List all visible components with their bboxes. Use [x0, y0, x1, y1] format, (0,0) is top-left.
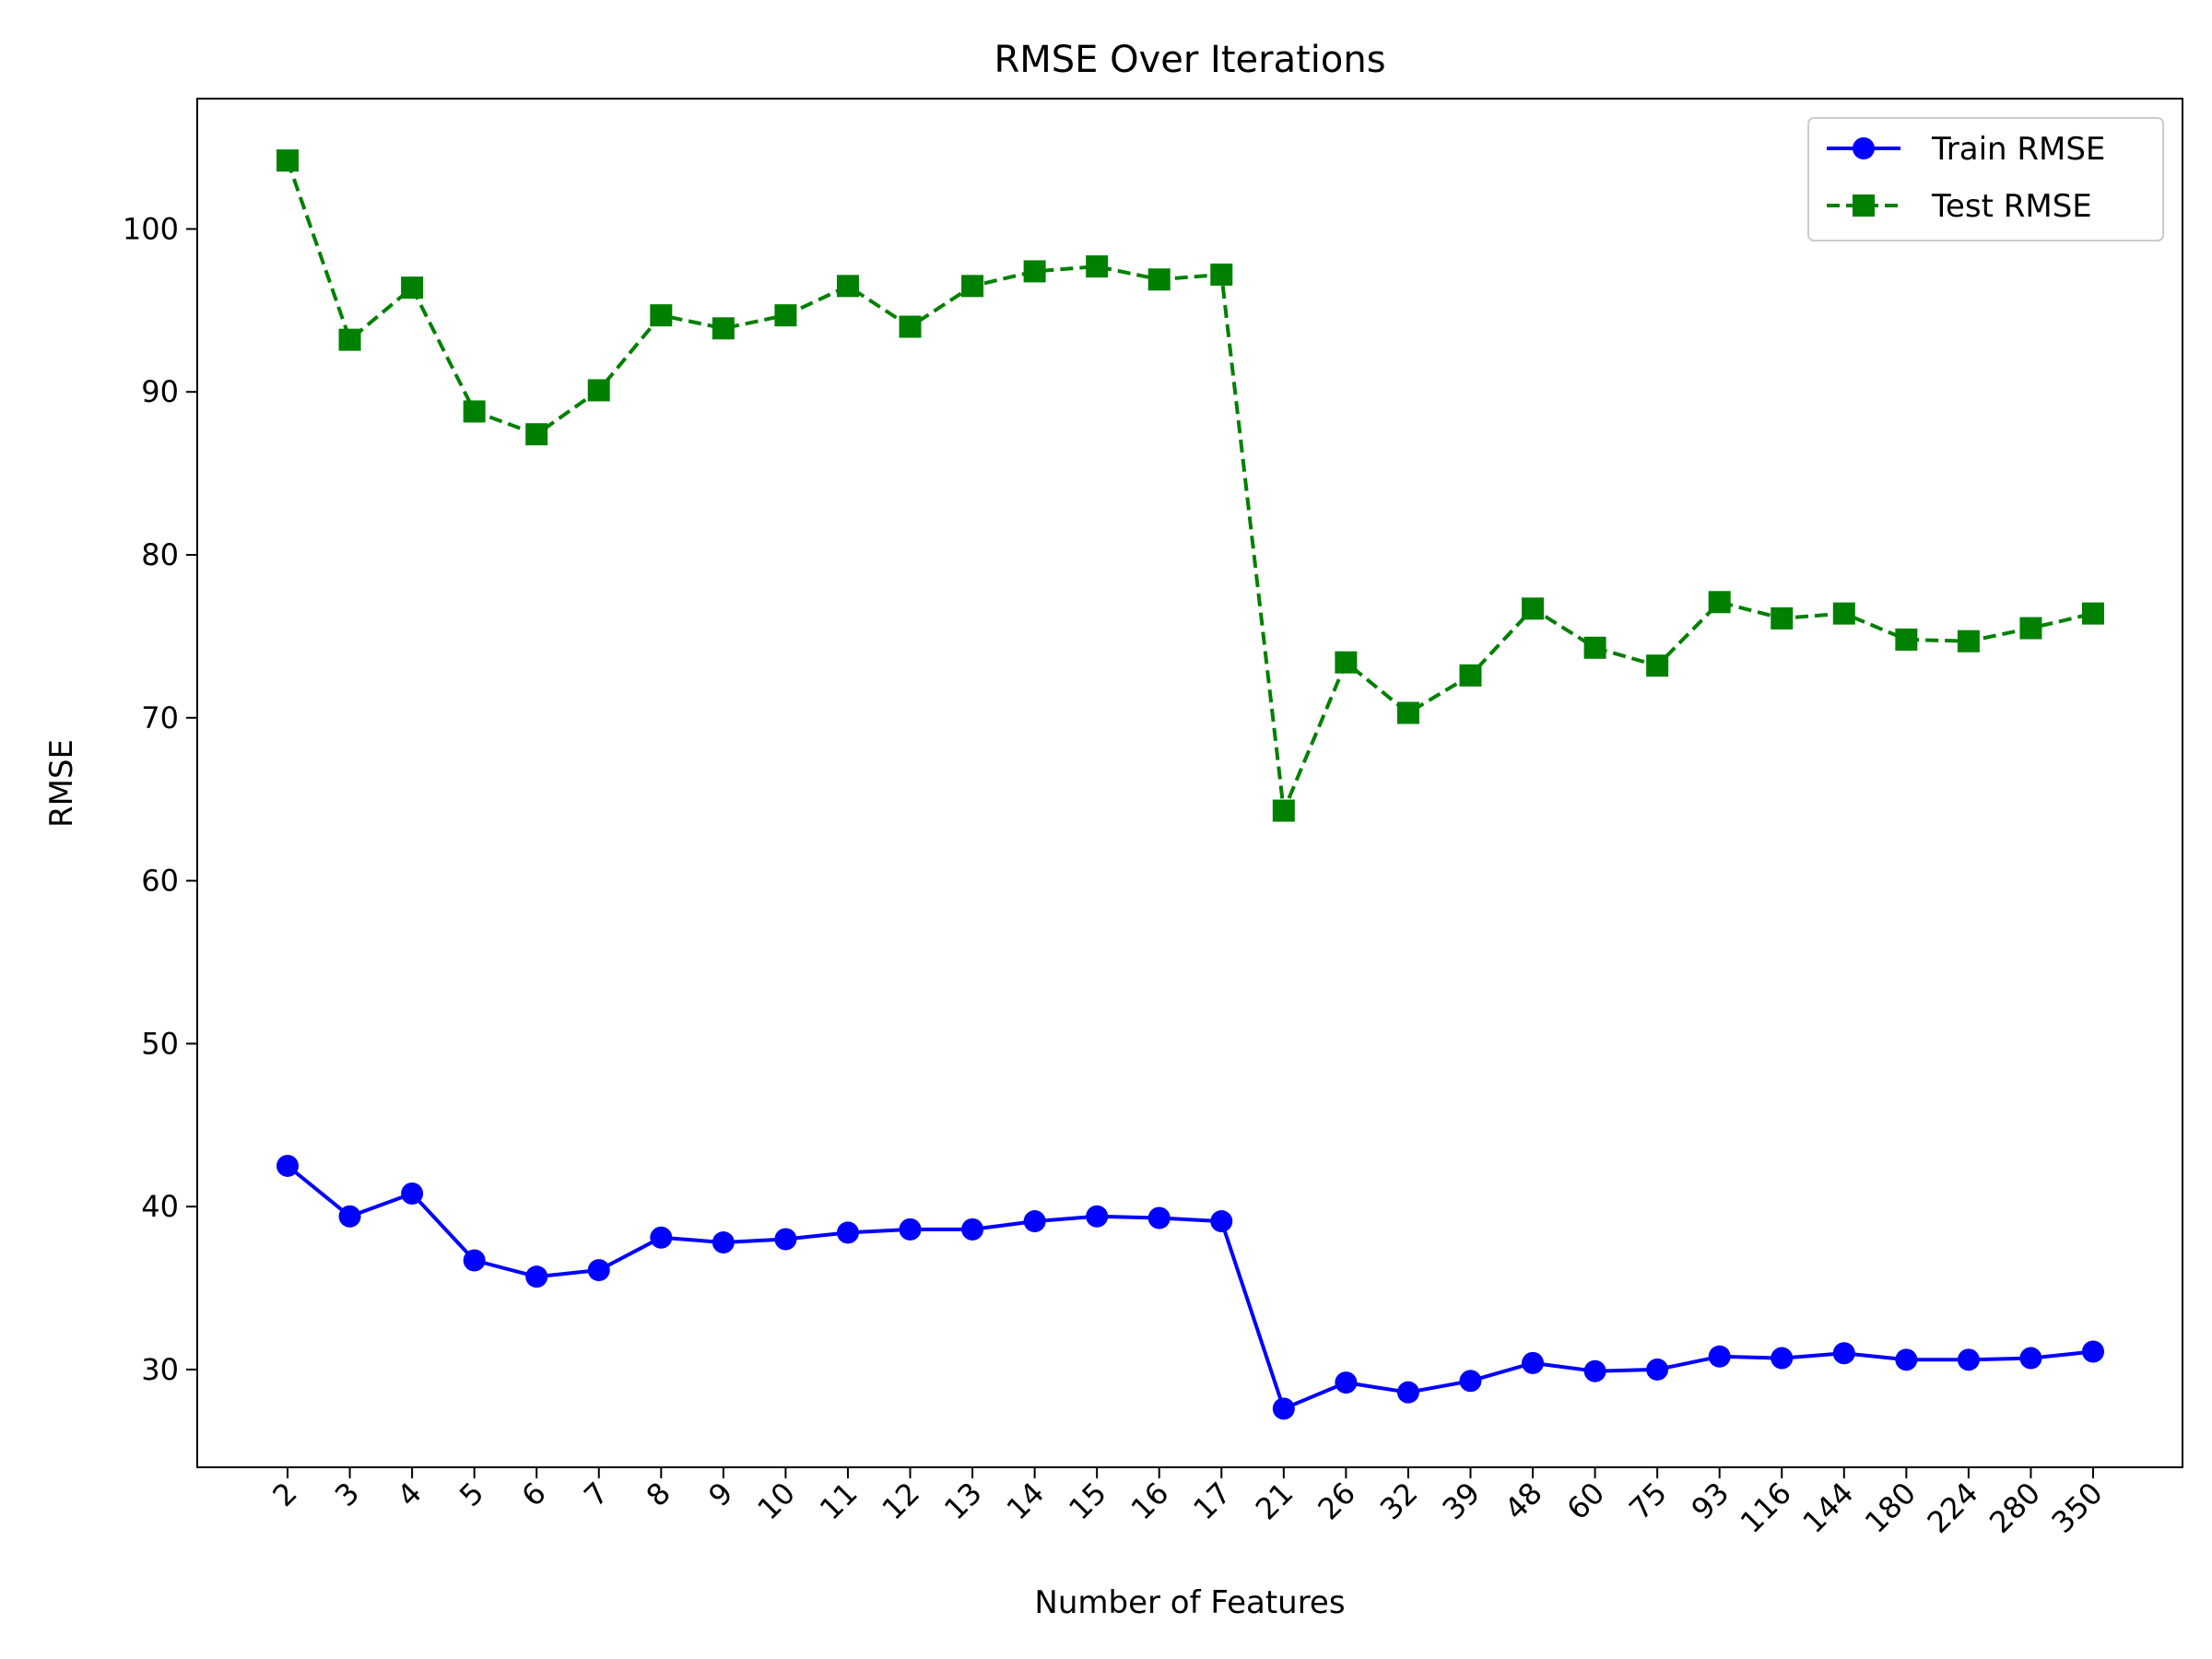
- series-train-rmse: [276, 1154, 2104, 1420]
- data-point: [1522, 1351, 1545, 1374]
- data-point: [1086, 255, 1109, 278]
- legend-item: Test RMSE: [1827, 188, 2092, 225]
- data-point: [401, 276, 424, 300]
- legend-label: Train RMSE: [1931, 131, 2105, 168]
- data-point: [1957, 629, 1980, 653]
- data-point: [525, 1265, 548, 1288]
- y-tick-label: 90: [141, 374, 179, 409]
- y-tick-label: 80: [141, 537, 179, 572]
- data-point: [650, 1226, 673, 1249]
- data-point: [1708, 591, 1731, 614]
- data-point: [2019, 617, 2042, 640]
- data-point: [1832, 602, 1855, 625]
- data-point: [1335, 651, 1358, 674]
- legend-label: Test RMSE: [1931, 188, 2092, 225]
- data-point: [1771, 606, 1794, 629]
- data-point: [836, 1221, 859, 1244]
- data-point: [2082, 1340, 2104, 1363]
- data-point: [1272, 799, 1295, 822]
- data-point: [1210, 1210, 1233, 1233]
- data-point: [1147, 268, 1171, 291]
- data-point: [338, 1205, 361, 1228]
- y-tick-label: 60: [141, 864, 179, 899]
- series-test-rmse: [276, 149, 2104, 822]
- y-tick-label: 100: [123, 211, 179, 246]
- data-point: [463, 400, 486, 423]
- y-tick-label: 50: [141, 1026, 179, 1061]
- data-point: [650, 304, 673, 327]
- data-point: [587, 1259, 610, 1282]
- plot-frame: [196, 98, 2183, 1468]
- data-point: [1522, 597, 1545, 620]
- legend-marker: [1853, 137, 1875, 159]
- data-point: [1396, 701, 1419, 724]
- data-point: [1708, 1345, 1731, 1368]
- data-point: [1210, 263, 1233, 286]
- data-point: [1646, 654, 1669, 677]
- data-point: [1895, 1348, 1918, 1371]
- data-point: [2082, 602, 2104, 625]
- data-point: [774, 304, 797, 327]
- data-point: [1583, 636, 1606, 659]
- data-point: [836, 275, 859, 298]
- chart-title: RMSE Over Iterations: [994, 39, 1385, 81]
- data-point: [463, 1249, 486, 1272]
- data-point: [961, 1218, 984, 1241]
- data-point: [1583, 1359, 1606, 1382]
- data-point: [1396, 1381, 1419, 1404]
- data-point: [1086, 1205, 1109, 1228]
- data-point: [774, 1228, 797, 1251]
- y-tick-label: 40: [141, 1189, 179, 1224]
- data-point: [525, 423, 548, 446]
- data-point: [1771, 1347, 1794, 1370]
- data-point: [587, 379, 610, 402]
- data-point: [1459, 1370, 1482, 1393]
- data-point: [1832, 1342, 1855, 1365]
- y-axis: 30 40 50 60 70 80 90 100: [123, 211, 197, 1387]
- x-axis-label: Number of Features: [1034, 1584, 1345, 1621]
- data-point: [1272, 1397, 1295, 1420]
- data-point: [276, 1154, 299, 1177]
- legend-marker: [1853, 194, 1875, 217]
- data-point: [338, 328, 361, 351]
- data-point: [1023, 260, 1046, 283]
- data-point: [1023, 1210, 1046, 1233]
- data-point: [1147, 1206, 1171, 1230]
- legend-item: Train RMSE: [1827, 131, 2105, 168]
- data-point: [1957, 1348, 1980, 1371]
- data-point: [961, 275, 984, 298]
- y-axis-label: RMSE: [43, 739, 80, 828]
- legend: Train RMSE Test RMSE: [1807, 117, 2164, 241]
- data-point: [899, 315, 922, 338]
- data-point: [276, 149, 299, 172]
- data-point: [401, 1182, 424, 1205]
- data-point: [1646, 1358, 1669, 1381]
- data-point: [2019, 1347, 2042, 1370]
- data-point: [1459, 664, 1482, 687]
- data-point: [712, 1231, 735, 1254]
- y-tick-label: 70: [141, 700, 179, 735]
- data-point: [1335, 1371, 1358, 1394]
- plot-area: [276, 149, 2104, 1420]
- data-point: [712, 317, 735, 340]
- data-point: [899, 1218, 922, 1241]
- y-tick-label: 30: [141, 1352, 179, 1387]
- data-point: [1895, 628, 1918, 651]
